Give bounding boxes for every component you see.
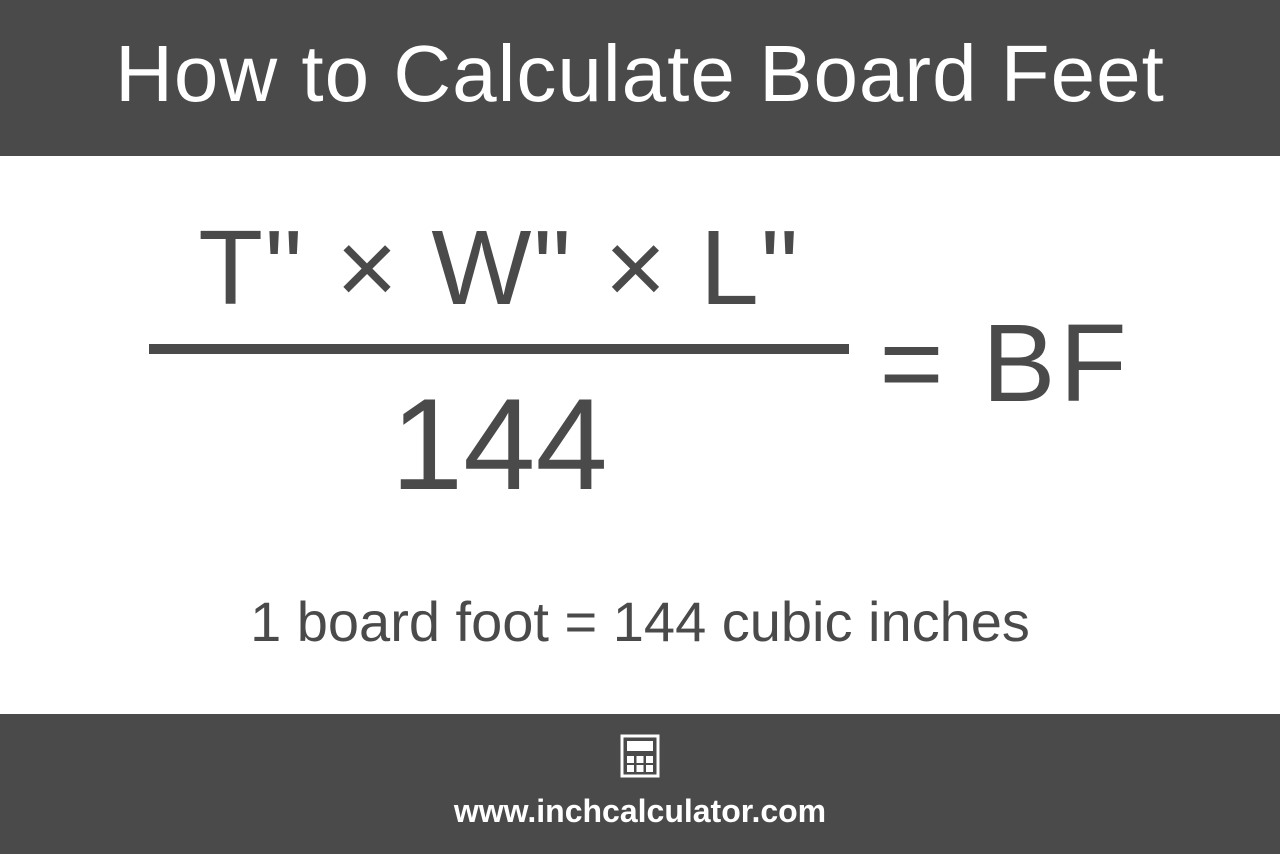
page-title: How to Calculate Board Feet xyxy=(115,29,1165,118)
calculator-icon xyxy=(618,734,662,783)
formula-row: T" × W" × L" 144 = BF xyxy=(149,208,1130,519)
header-bar: How to Calculate Board Feet xyxy=(0,0,1280,156)
footer-url: www.inchcalculator.com xyxy=(454,793,826,830)
formula-denominator: 144 xyxy=(391,354,608,519)
fraction-line xyxy=(149,344,849,354)
formula-result: = BF xyxy=(879,300,1130,427)
subtext: 1 board foot = 144 cubic inches xyxy=(250,589,1030,654)
formula-numerator: T" × W" × L" xyxy=(178,208,820,344)
fraction: T" × W" × L" 144 xyxy=(149,208,849,519)
footer-bar: www.inchcalculator.com xyxy=(0,714,1280,854)
content-area: T" × W" × L" 144 = BF 1 board foot = 144… xyxy=(0,168,1280,714)
